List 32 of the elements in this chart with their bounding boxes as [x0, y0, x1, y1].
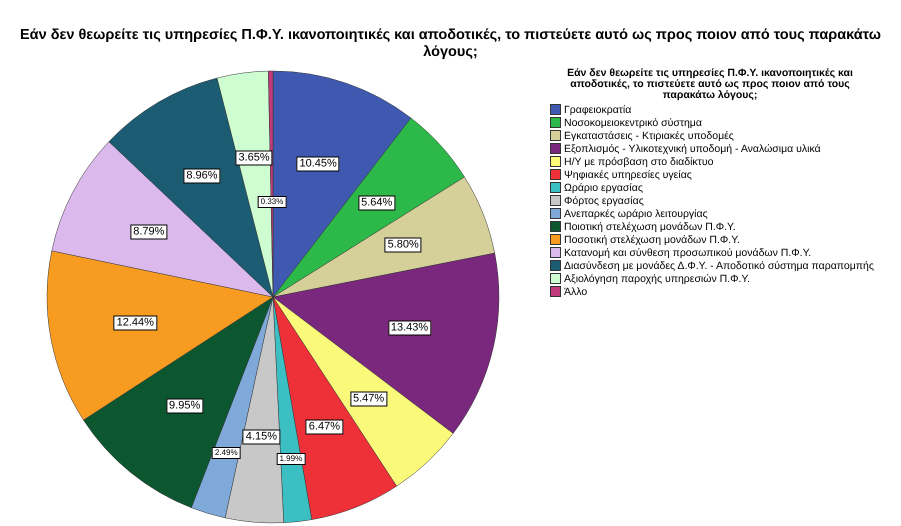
legend-label: Φόρτος εργασίας	[564, 194, 644, 206]
data-label: 12.44%	[114, 315, 157, 330]
data-label: 0.33%	[258, 196, 286, 208]
legend-label: Ανεπαρκές ωράριο λειτουργίας	[564, 208, 708, 220]
data-label: 4.15%	[242, 429, 280, 444]
legend-label: Κατανομή και σύνθεση προσωπικού μονάδων Π.Φ.Υ.	[564, 246, 812, 258]
data-label: 5.80%	[384, 238, 422, 253]
legend-label: Εγκαταστάσεις - Κτιριακές υποδομές	[564, 130, 734, 142]
data-label: 10.45%	[296, 156, 340, 172]
legend-title: Εάν δεν θεωρείτε τις υπηρεσίες Π.Φ.Υ. ικανοποιητικές και αποδοτικές, το πιστεύετε αυτό ως προς ποιον από τους παρακάτω λόγους;	[566, 67, 854, 101]
legend-label: Αξιολόγηση παροχής υπηρεσιών Π.Φ.Υ.	[564, 272, 750, 284]
legend-label: Ποσοτική στελέχωση μονάδων Π.Φ.Υ.	[564, 234, 740, 246]
legend-label: Διασύνδεση με μονάδες Δ.Φ.Υ. - Αποδοτικό σύστημα παραπομπής	[564, 260, 874, 272]
data-label: 1.99%	[276, 452, 306, 465]
data-label: 9.95%	[166, 398, 204, 414]
legend-label: Νοσοκομειοκεντρικό σύστημα	[564, 116, 702, 128]
legend-label: Ψηφιακές υπηρεσίες υγείας	[564, 168, 692, 180]
data-label: 8.79%	[130, 224, 168, 240]
data-label: 5.64%	[358, 195, 396, 210]
data-label: 8.96%	[183, 168, 221, 184]
legend-label: Η/Υ με πρόσβαση στο διαδίκτυο	[564, 156, 714, 168]
legend-label: Άλλο	[564, 286, 588, 298]
legend-label: Εξοπλισμός - Υλικοτεχνική υποδομή - Αναλώσιμα υλικά	[564, 142, 821, 154]
data-label: 3.65%	[235, 150, 273, 166]
data-label: 6.47%	[306, 420, 344, 435]
data-label: 13.43%	[388, 320, 432, 336]
legend-label: Ωράριο εργασίας	[564, 182, 643, 194]
legend-label: Ποιοτική στελέχωση μονάδων Π.Φ.Υ.	[564, 220, 736, 232]
data-label: 5.47%	[350, 392, 388, 407]
chart-title: Εάν δεν θεωρείτε τις υπηρεσίες Π.Φ.Υ. ικανοποιητικές και αποδοτικές, το πιστεύετε αυτό ως προς ποιον από τους παρακάτω λόγους;	[19, 27, 882, 61]
data-label: 2.49%	[212, 446, 241, 459]
legend-label: Γραφειοκρατία	[564, 104, 632, 116]
